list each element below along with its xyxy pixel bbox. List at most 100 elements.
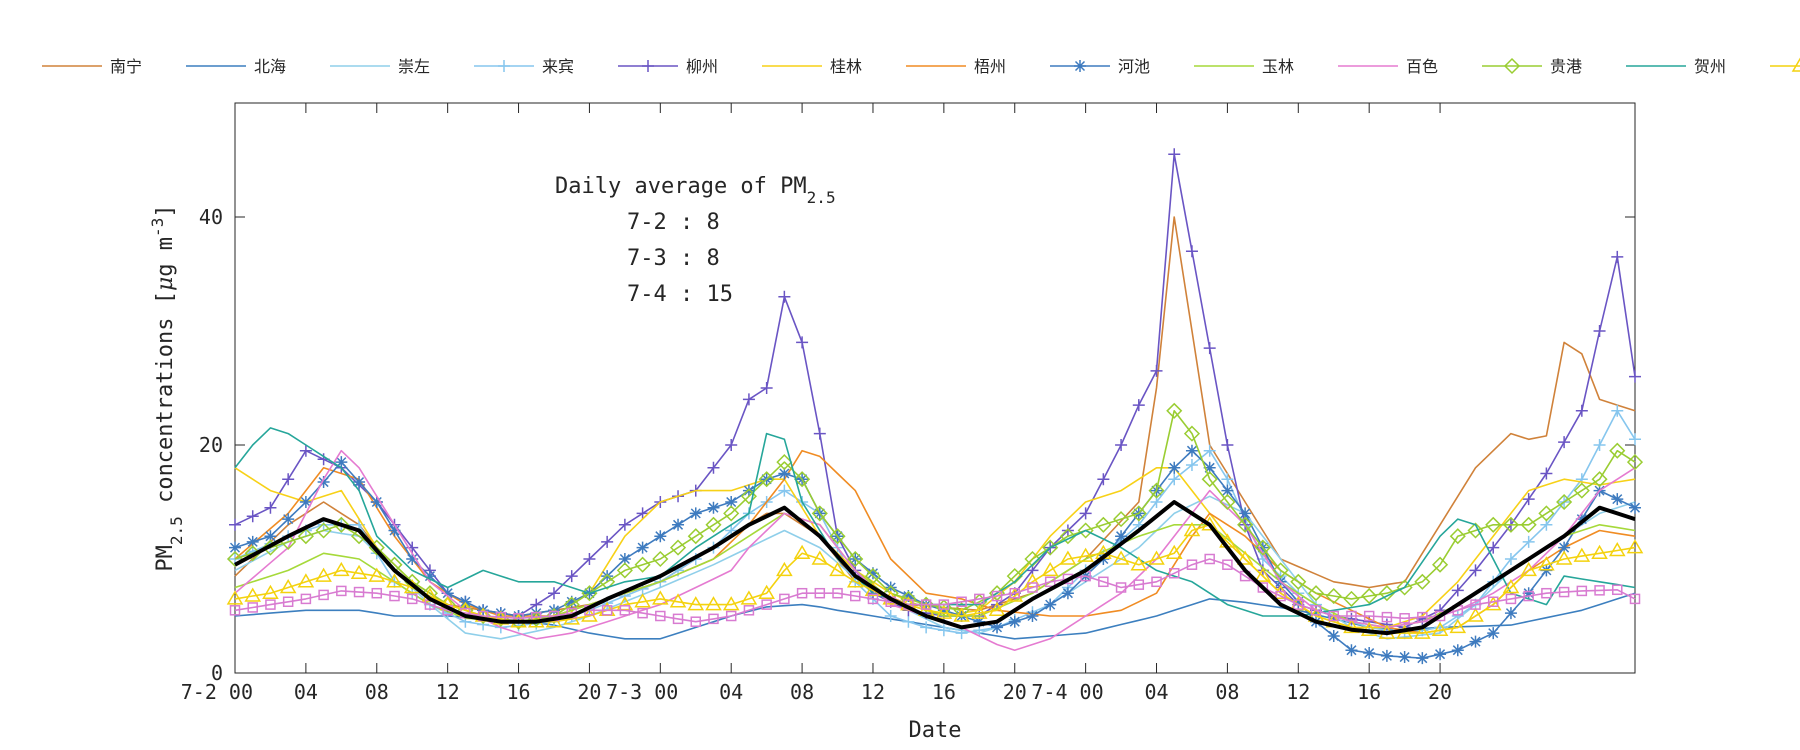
data-point <box>1399 613 1410 624</box>
data-point <box>1505 593 1517 605</box>
data-point <box>991 590 1003 602</box>
data-point <box>282 473 295 486</box>
data-point <box>1626 454 1644 471</box>
data-point <box>652 550 669 568</box>
data-point <box>1133 579 1145 590</box>
data-point <box>1006 587 1024 602</box>
data-point <box>282 513 295 526</box>
data-point <box>722 596 740 611</box>
data-point <box>618 553 631 565</box>
data-point <box>583 553 596 565</box>
annotation-line: 7-3 : 8 <box>627 246 720 271</box>
legend-label: 南宁 <box>110 57 142 76</box>
x-tick-label: 20 <box>577 680 601 704</box>
data-point <box>1079 507 1092 520</box>
daily-average-annotation: Daily average of PM2.5 7-2 : 8 7-3 : 8 7-4 … <box>555 174 836 307</box>
data-point <box>811 550 829 565</box>
data-point <box>1095 516 1112 533</box>
data-point <box>1059 528 1076 545</box>
legend-item: 贵港 <box>1482 57 1582 76</box>
data-point <box>1148 482 1165 499</box>
data-point <box>282 596 294 607</box>
plot-area <box>234 102 1636 674</box>
legend-item: 北海 <box>186 57 286 76</box>
data-point <box>1221 473 1234 486</box>
y-tick-label: 40 <box>199 205 223 229</box>
data-point <box>1290 573 1307 590</box>
data-point <box>1502 579 1520 594</box>
data-point <box>902 590 915 603</box>
data-point <box>866 567 879 580</box>
data-point <box>1485 516 1502 533</box>
data-point <box>350 564 368 579</box>
y-tick-label: 0 <box>211 661 223 685</box>
data-point <box>1363 610 1375 622</box>
x-tick-label: 04 <box>294 680 318 704</box>
data-point <box>1556 493 1573 511</box>
data-point <box>796 336 809 349</box>
data-point <box>850 590 861 602</box>
data-point <box>599 573 616 590</box>
data-point <box>758 471 775 488</box>
data-point <box>1345 644 1358 657</box>
data-point <box>297 528 314 545</box>
data-point <box>264 530 277 543</box>
x-tick-label: 12 <box>861 680 885 704</box>
data-point <box>778 467 791 480</box>
data-point <box>953 602 970 619</box>
legend-item: 桂林 <box>762 57 862 76</box>
data-point <box>1380 618 1393 631</box>
data-point <box>1204 553 1215 565</box>
data-point <box>652 590 669 605</box>
data-point <box>672 518 685 531</box>
data-point <box>794 471 811 488</box>
data-point <box>1237 516 1254 533</box>
data-point <box>1115 582 1127 593</box>
data-point <box>1575 404 1588 417</box>
data-point <box>353 586 365 598</box>
legend-label: 玉林 <box>1262 57 1294 76</box>
data-point <box>937 604 950 617</box>
data-point <box>1236 550 1254 565</box>
data-point <box>1629 433 1641 446</box>
legend-marker <box>1074 60 1086 72</box>
data-point <box>1361 587 1378 605</box>
legend-label: 北海 <box>254 57 286 76</box>
data-point <box>1629 370 1641 383</box>
data-point <box>1328 610 1339 622</box>
data-point <box>1609 442 1626 459</box>
data-point <box>1451 584 1464 597</box>
data-point <box>1520 561 1537 577</box>
data-point <box>1469 635 1482 648</box>
data-point <box>1115 530 1128 543</box>
data-point <box>1077 547 1094 562</box>
data-point <box>654 530 667 543</box>
data-point <box>1059 550 1077 565</box>
data-point <box>1168 473 1181 486</box>
legend-item: 贺州 <box>1626 57 1726 76</box>
data-point <box>935 604 953 619</box>
x-tick-label: 08 <box>790 680 814 704</box>
data-point <box>723 505 740 522</box>
data-point <box>1165 544 1183 560</box>
data-point <box>1115 439 1128 451</box>
data-point <box>884 581 897 594</box>
data-point <box>1044 598 1057 611</box>
legend-item: 钦州 <box>1770 57 1800 72</box>
data-point <box>1346 610 1357 622</box>
data-point <box>1378 585 1395 602</box>
y-axis-label-main: PM <box>153 545 178 572</box>
data-point <box>1168 148 1181 161</box>
data-point <box>778 290 791 303</box>
series-line <box>234 500 1636 636</box>
data-point <box>1098 576 1109 588</box>
data-point <box>1573 547 1591 562</box>
data-point <box>1611 250 1624 263</box>
data-point <box>1434 648 1447 661</box>
x-tick-label: 08 <box>365 680 389 704</box>
data-point <box>619 605 631 616</box>
data-point <box>1185 245 1198 258</box>
data-point <box>1166 402 1183 419</box>
data-point <box>1608 541 1626 557</box>
data-point <box>779 593 790 605</box>
